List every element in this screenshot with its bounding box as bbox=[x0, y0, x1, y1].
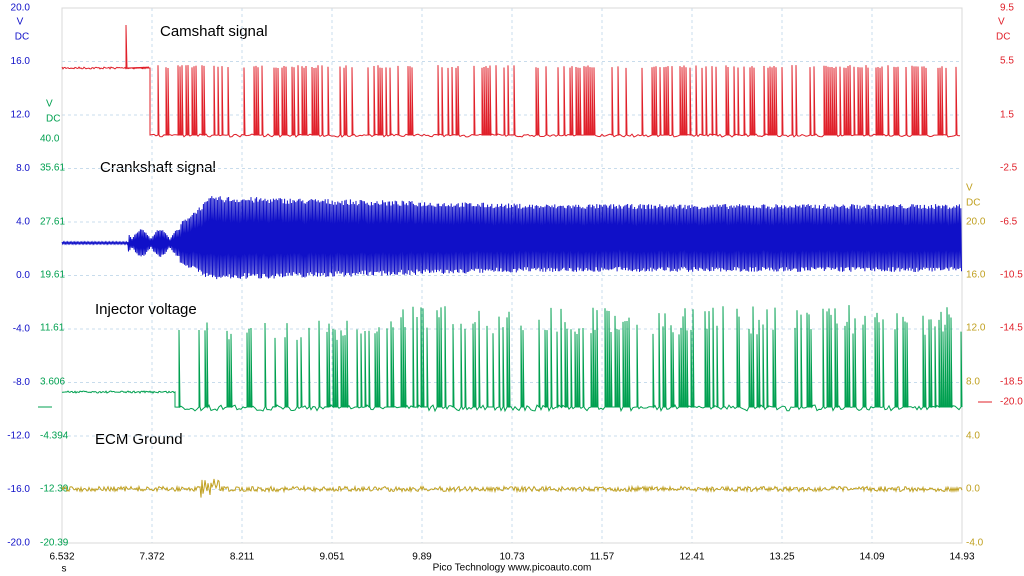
x-tick-label: 7.372 bbox=[139, 552, 164, 563]
y-tick-label: 4.0 bbox=[16, 217, 30, 228]
x-tick-label: 9.89 bbox=[412, 552, 432, 563]
axis-unit: DC bbox=[966, 198, 980, 209]
y-tick-label: -8.0 bbox=[13, 377, 31, 388]
trace bbox=[61, 196, 962, 280]
y-tick-label: 9.5 bbox=[1000, 3, 1014, 14]
y-tick-label: -12.39 bbox=[40, 484, 69, 495]
y-tick-label: 40.0 bbox=[40, 134, 60, 145]
channel-label: ECM Ground bbox=[95, 431, 183, 448]
y-tick-label: -10.5 bbox=[1000, 270, 1023, 281]
y-tick-label: 12.0 bbox=[966, 323, 986, 334]
y-tick-label: -20.0 bbox=[7, 538, 30, 549]
y-tick-label: 16.0 bbox=[11, 56, 31, 67]
y-tick-label: -20.39 bbox=[40, 538, 69, 549]
y-tick-label: -4.394 bbox=[40, 431, 69, 442]
axis-unit: DC bbox=[15, 32, 29, 43]
x-tick-label: 14.09 bbox=[859, 552, 884, 563]
y-tick-label: -12.0 bbox=[7, 431, 30, 442]
y-tick-label: -14.5 bbox=[1000, 323, 1023, 334]
y-tick-label: -18.5 bbox=[1000, 377, 1023, 388]
y-tick-label: 0.0 bbox=[966, 484, 980, 495]
axis-unit: V bbox=[17, 17, 24, 28]
y-tick-label: 8.0 bbox=[966, 377, 980, 388]
time-unit: s bbox=[62, 564, 67, 575]
y-tick-label: -4.0 bbox=[13, 324, 31, 335]
x-tick-label: 6.532 bbox=[49, 552, 74, 563]
plot-frame bbox=[61, 7, 963, 544]
y-tick-label: -2.5 bbox=[1000, 163, 1018, 174]
x-tick-label: 8.211 bbox=[230, 552, 255, 563]
footer: Pico Technology www.picoauto.com bbox=[433, 563, 592, 574]
y-tick-label: 16.0 bbox=[966, 270, 986, 281]
y-tick-label: 11.61 bbox=[40, 323, 65, 334]
x-tick-label: 9.051 bbox=[319, 552, 344, 563]
x-tick-label: 12.41 bbox=[679, 552, 704, 563]
axis-unit: DC bbox=[996, 32, 1010, 43]
trace bbox=[61, 305, 963, 413]
y-tick-label: 12.0 bbox=[11, 110, 31, 121]
y-tick-label: -16.0 bbox=[7, 484, 30, 495]
axis-unit: V bbox=[46, 99, 53, 110]
y-tick-label: 0.0 bbox=[16, 270, 30, 281]
y-tick-label: 4.0 bbox=[966, 431, 980, 442]
trace bbox=[61, 24, 961, 138]
y-tick-label: 20.0 bbox=[11, 3, 31, 14]
y-tick-label: 35.61 bbox=[40, 163, 65, 174]
axis-unit: V bbox=[998, 17, 1005, 28]
y-tick-label: -4.0 bbox=[966, 538, 984, 549]
y-tick-label: 8.0 bbox=[16, 163, 30, 174]
channel-label: Injector voltage bbox=[95, 301, 197, 318]
x-tick-label: 14.93 bbox=[949, 552, 974, 563]
y-tick-label: 3.606 bbox=[40, 377, 65, 388]
x-tick-label: 11.57 bbox=[590, 552, 615, 563]
trace bbox=[61, 478, 963, 498]
y-tick-label: 20.0 bbox=[966, 217, 986, 228]
channel-label: Camshaft signal bbox=[160, 23, 268, 40]
y-tick-label: 5.5 bbox=[1000, 56, 1014, 67]
y-tick-label: -6.5 bbox=[1000, 217, 1018, 228]
x-tick-label: 13.25 bbox=[769, 552, 794, 563]
axis-unit: DC bbox=[46, 114, 60, 125]
y-tick-label: 1.5 bbox=[1000, 110, 1014, 121]
channel-label: Crankshaft signal bbox=[100, 159, 216, 176]
x-tick-label: 10.73 bbox=[499, 552, 524, 563]
y-tick-label: -20.0 bbox=[1000, 397, 1023, 408]
y-tick-label: 27.61 bbox=[40, 217, 65, 228]
y-tick-label: 19.61 bbox=[40, 270, 65, 281]
axis-unit: V bbox=[966, 183, 973, 194]
